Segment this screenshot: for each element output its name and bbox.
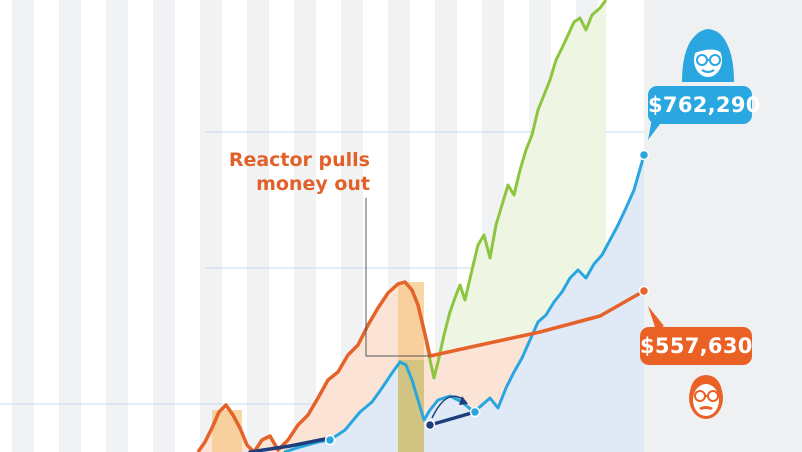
avatars: [682, 29, 734, 419]
annotation-line-2: money out: [256, 173, 370, 195]
background-stripe: [59, 0, 81, 452]
investor-gap-line: [248, 436, 332, 452]
reactor-line: [196, 280, 645, 452]
annotation-leader: [365, 198, 430, 357]
investor-value-callout: $762,290: [648, 86, 760, 124]
annotation-line-1: Reactor pulls: [228, 149, 370, 171]
background-stripe: [341, 0, 363, 452]
background-stripe: [294, 0, 316, 452]
series-marker: [638, 285, 650, 297]
series-marker: [424, 419, 436, 431]
background-stripe: [200, 0, 222, 452]
reactor-value-callout: $557,630: [640, 327, 752, 365]
jump-arrowhead: [459, 396, 468, 405]
series-marker: [469, 406, 481, 418]
callout-tail-reactor: [648, 306, 664, 330]
investor-area: [284, 155, 644, 452]
background-stripe: [106, 0, 128, 452]
series-marker: [638, 149, 650, 161]
annotation-leader-line: [365, 198, 430, 357]
reactor-avatar-icon: [689, 375, 723, 419]
series-lines: [196, 0, 650, 452]
investor-line: [283, 154, 646, 452]
background-stripe: [12, 0, 34, 452]
background-stripe: [153, 0, 175, 452]
background-stripe: [247, 0, 269, 452]
investor-gap-line: [428, 410, 477, 427]
annotation: Reactor pulls money out: [229, 148, 370, 196]
investor-avatar-icon: [682, 29, 734, 82]
series-marker: [324, 434, 336, 446]
